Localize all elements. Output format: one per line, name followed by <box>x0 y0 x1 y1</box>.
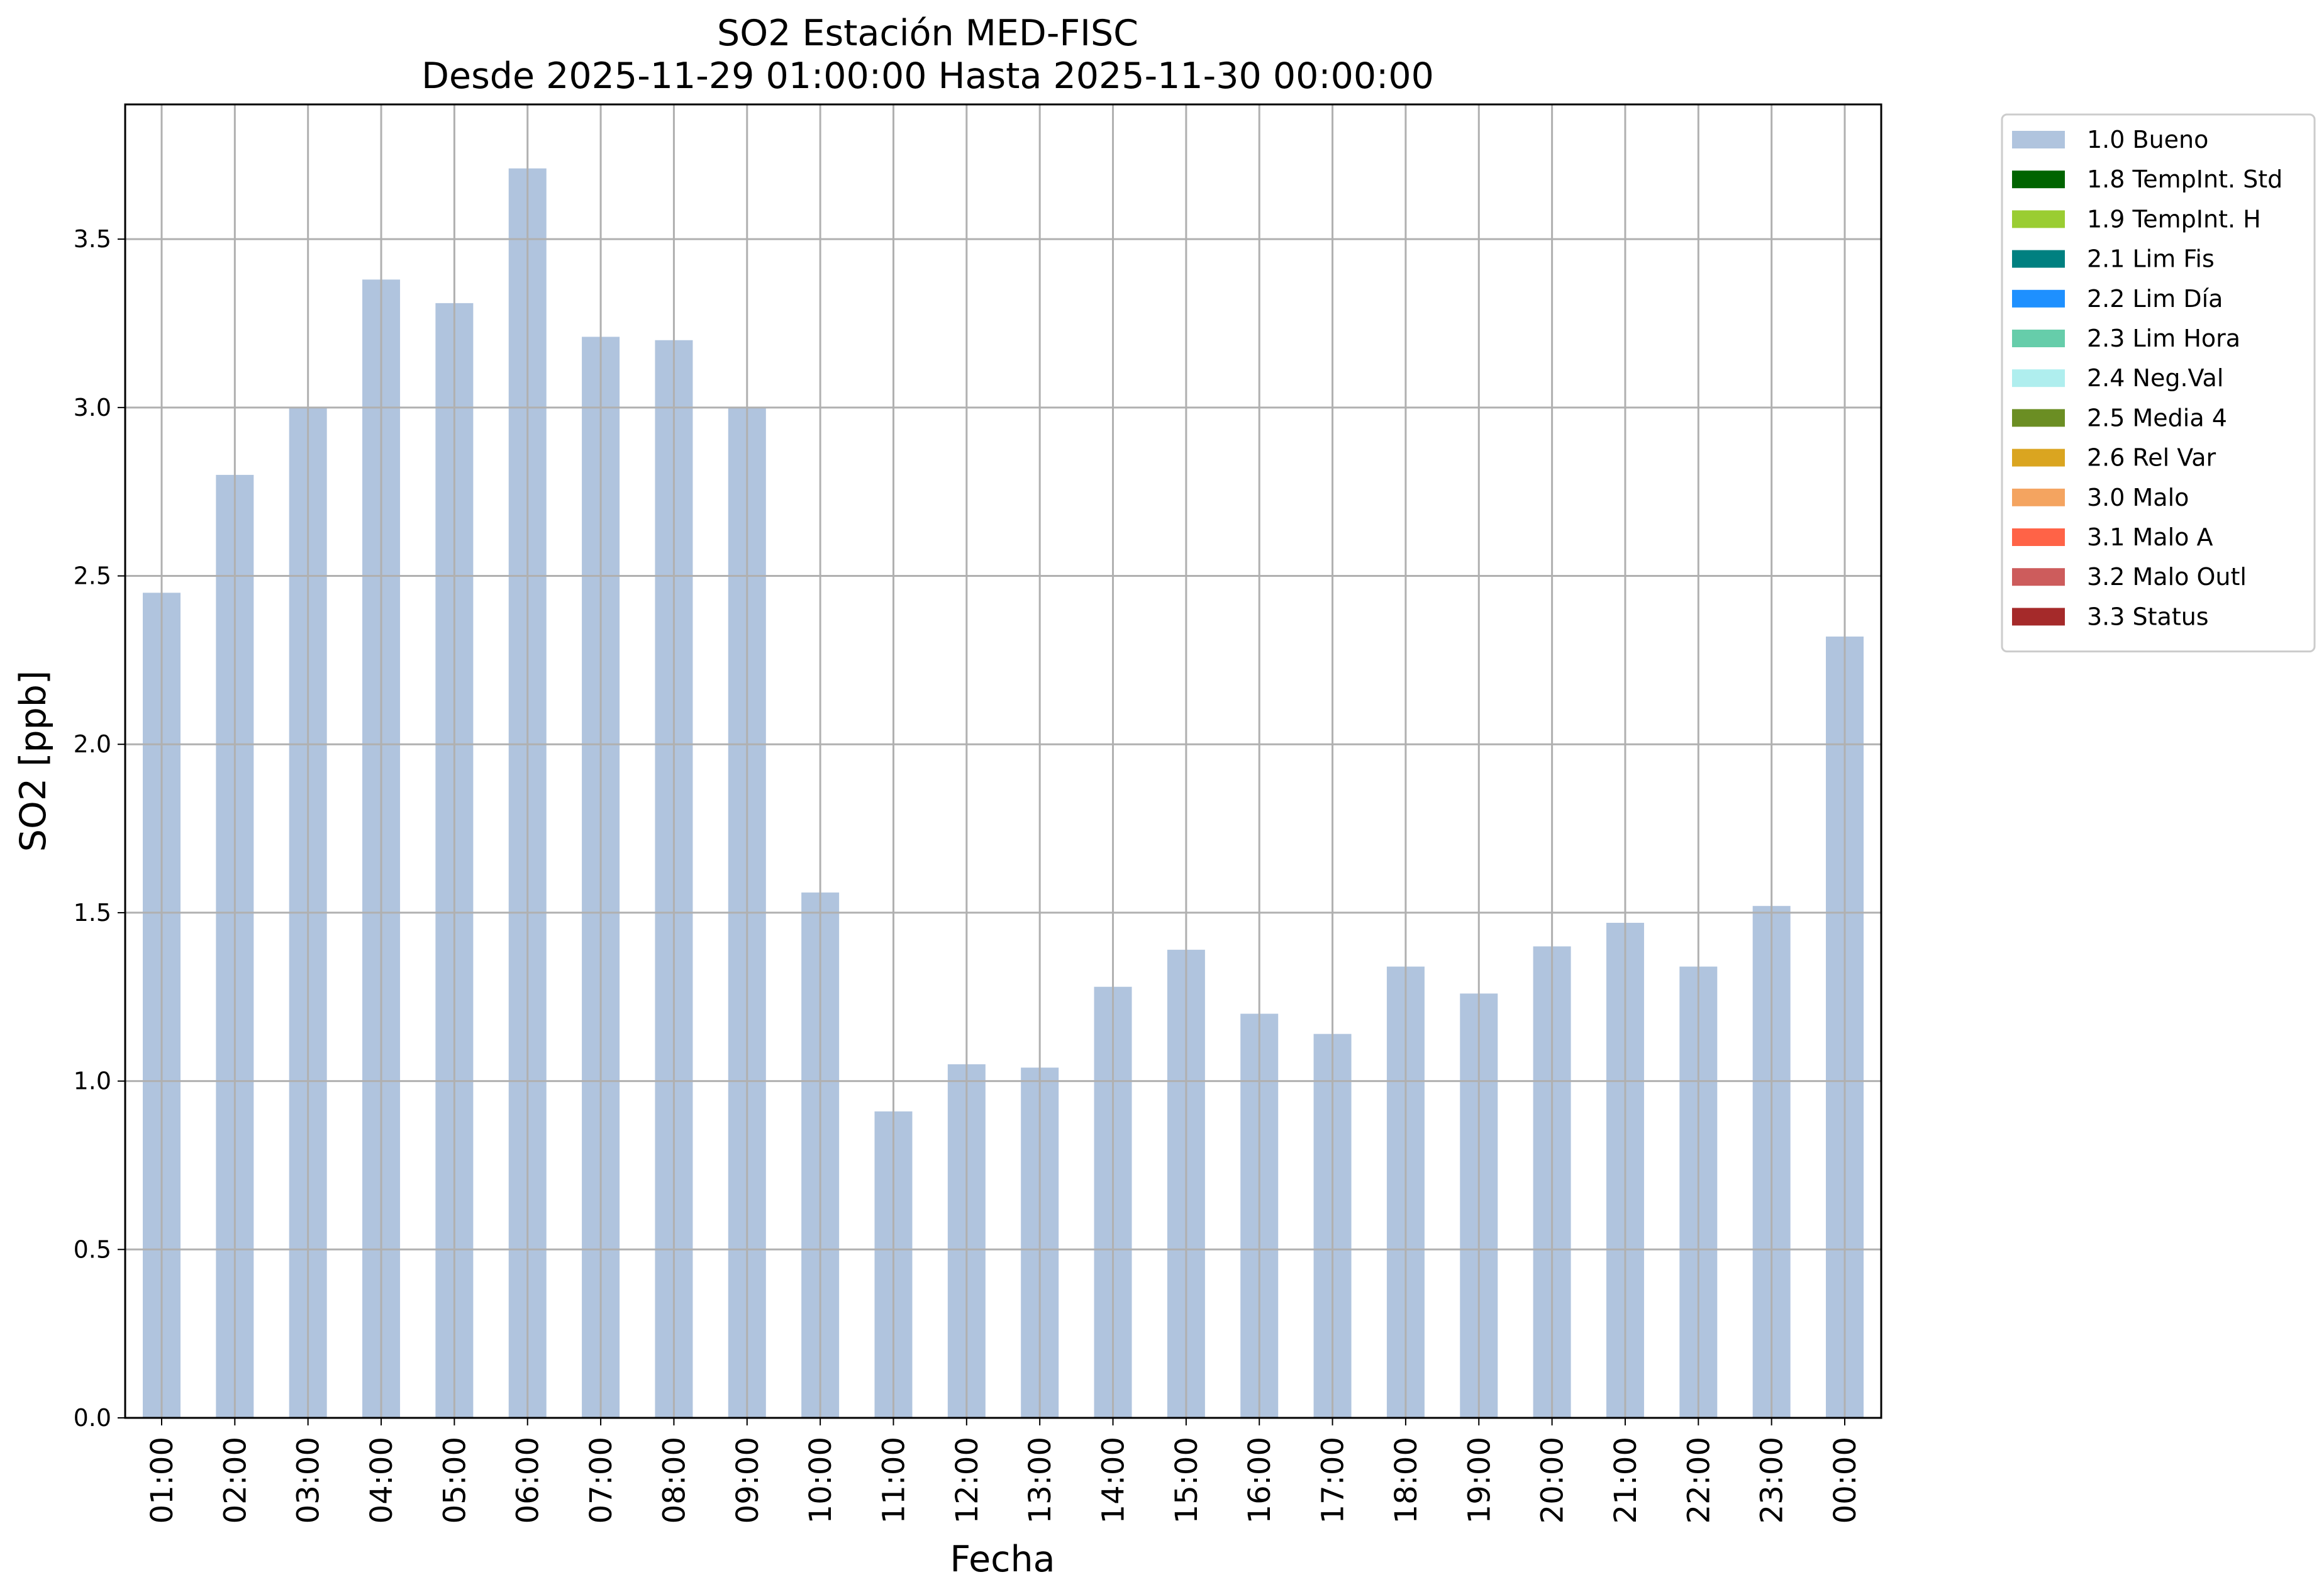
x-tick-label: 15:00 <box>1169 1437 1204 1524</box>
legend-label: 2.1 Lim Fis <box>2087 245 2215 273</box>
legend-swatch <box>2012 330 2065 347</box>
legend-label: 2.3 Lim Hora <box>2087 325 2240 352</box>
y-tick-label: 1.0 <box>74 1067 111 1095</box>
y-tick-label: 3.0 <box>74 394 111 421</box>
y-axis-label: SO2 [ppb] <box>13 671 54 852</box>
chart-title: SO2 Estación MED-FISC <box>717 13 1138 54</box>
x-axis-label: Fecha <box>950 1539 1055 1580</box>
x-tick-label: 17:00 <box>1316 1437 1351 1524</box>
x-tick-label: 10:00 <box>803 1437 838 1524</box>
legend-swatch <box>2012 608 2065 626</box>
y-tick-label: 3.5 <box>74 225 111 253</box>
y-tick-label: 1.5 <box>74 899 111 927</box>
legend-label: 2.4 Neg.Val <box>2087 364 2223 392</box>
x-tick-label: 02:00 <box>218 1437 253 1524</box>
x-tick-label: 12:00 <box>950 1437 985 1524</box>
legend: 1.0 Bueno 1.8 TempInt. Std 1.9 TempInt. H 2… <box>2001 113 2316 653</box>
x-tick-label: 13:00 <box>1023 1437 1058 1524</box>
legend-swatch <box>2012 131 2065 148</box>
x-tick-label: 05:00 <box>437 1437 472 1524</box>
legend-label: 1.8 TempInt. Std <box>2087 165 2282 193</box>
legend-swatch <box>2012 210 2065 228</box>
x-tick-label: 09:00 <box>730 1437 765 1524</box>
legend-swatch <box>2012 409 2065 427</box>
y-tick-label: 0.0 <box>74 1404 111 1432</box>
x-tick-label: 19:00 <box>1462 1437 1497 1524</box>
x-tick-label: 03:00 <box>291 1437 326 1524</box>
legend-swatch <box>2012 250 2065 268</box>
y-tick-label: 2.5 <box>74 562 111 590</box>
legend-swatch <box>2012 449 2065 467</box>
legend-label: 2.2 Lim Día <box>2087 285 2223 313</box>
legend-swatch <box>2012 289 2065 308</box>
x-tick-label: 00:00 <box>1828 1437 1863 1524</box>
x-tick-label: 01:00 <box>145 1437 180 1524</box>
x-tick-label: 21:00 <box>1608 1437 1643 1524</box>
legend-swatch <box>2012 369 2065 387</box>
legend-swatch <box>2012 568 2065 586</box>
legend-label: 3.3 Status <box>2087 603 2209 630</box>
x-tick-label: 18:00 <box>1389 1437 1424 1524</box>
legend-label: 1.9 TempInt. H <box>2087 205 2261 233</box>
x-tick-label: 16:00 <box>1242 1437 1277 1524</box>
axes-frame <box>124 103 1882 1419</box>
y-tick-label: 2.0 <box>74 730 111 758</box>
x-tick-label: 08:00 <box>657 1437 692 1524</box>
x-tick-label: 11:00 <box>876 1437 911 1524</box>
legend-swatch <box>2012 528 2065 546</box>
legend-label: 3.2 Malo Outl <box>2087 563 2247 591</box>
legend-swatch <box>2012 488 2065 506</box>
y-tick-label: 0.5 <box>74 1235 111 1263</box>
x-tick-label: 14:00 <box>1096 1437 1131 1524</box>
legend-box <box>2001 113 2316 653</box>
x-tick-label: 23:00 <box>1755 1437 1790 1524</box>
x-tick-label: 22:00 <box>1681 1437 1716 1524</box>
chart-subtitle: Desde 2025-11-29 01:00:00 Hasta 2025-11-… <box>421 55 1434 97</box>
legend-swatch <box>2012 170 2065 189</box>
x-tick-label: 20:00 <box>1535 1437 1571 1524</box>
plot-background <box>125 104 1881 1418</box>
legend-label: 2.5 Media 4 <box>2087 404 2227 432</box>
legend-label: 1.0 Bueno <box>2087 126 2208 153</box>
x-tick-label: 07:00 <box>584 1437 619 1524</box>
legend-label: 2.6 Rel Var <box>2087 444 2216 472</box>
plot-area: 0.0 0.5 1.0 1.5 2.0 2.5 3.0 3.5 01:00 02:00 03:00 0… <box>74 103 1882 1524</box>
x-tick-label: 04:00 <box>364 1437 399 1524</box>
legend-label: 3.0 Malo <box>2087 484 2189 511</box>
legend-label: 3.1 Malo A <box>2087 523 2213 551</box>
x-tick-label: 06:00 <box>511 1437 546 1524</box>
